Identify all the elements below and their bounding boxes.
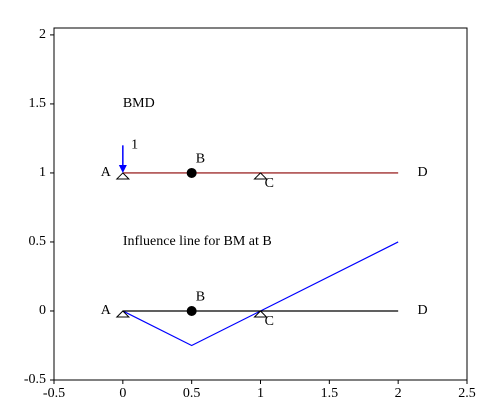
- y-tick-label: 1.5: [29, 96, 47, 111]
- annotation: B: [196, 151, 205, 166]
- pin: [186, 305, 197, 316]
- plot-frame: [53, 27, 468, 381]
- x-tick-label: 2: [395, 386, 402, 401]
- support: [253, 310, 268, 318]
- pin: [186, 167, 197, 178]
- x-tick-label: 0: [119, 386, 126, 401]
- annotation: D: [417, 303, 427, 318]
- y-tick-label: 1: [39, 165, 46, 180]
- x-tick-label: 2.5: [458, 386, 476, 401]
- y-tick-label: 0.5: [29, 234, 47, 249]
- support: [115, 172, 131, 180]
- y-tick-label: -0.5: [24, 372, 46, 387]
- annotation: D: [417, 165, 427, 180]
- line: [122, 241, 399, 347]
- x-tick-label: 1.5: [321, 386, 339, 401]
- annotation: Influence line for BM at B: [123, 234, 272, 249]
- annotation: A: [101, 165, 112, 180]
- arrow-head: [118, 164, 127, 173]
- annotation: B: [196, 289, 205, 304]
- y-tick-label: 0: [39, 303, 46, 318]
- support: [115, 310, 131, 318]
- annotation: C: [265, 176, 274, 191]
- y-tick-label: 2: [39, 27, 46, 42]
- annotation: C: [265, 314, 274, 329]
- x-tick-label: 0.5: [183, 386, 201, 401]
- x-tick-label: 1: [257, 386, 264, 401]
- support: [253, 172, 268, 180]
- x-tick-label: -0.5: [43, 386, 65, 401]
- annotation: A: [101, 303, 112, 318]
- annotation: 1: [131, 138, 138, 153]
- annotation: BMD: [123, 96, 155, 111]
